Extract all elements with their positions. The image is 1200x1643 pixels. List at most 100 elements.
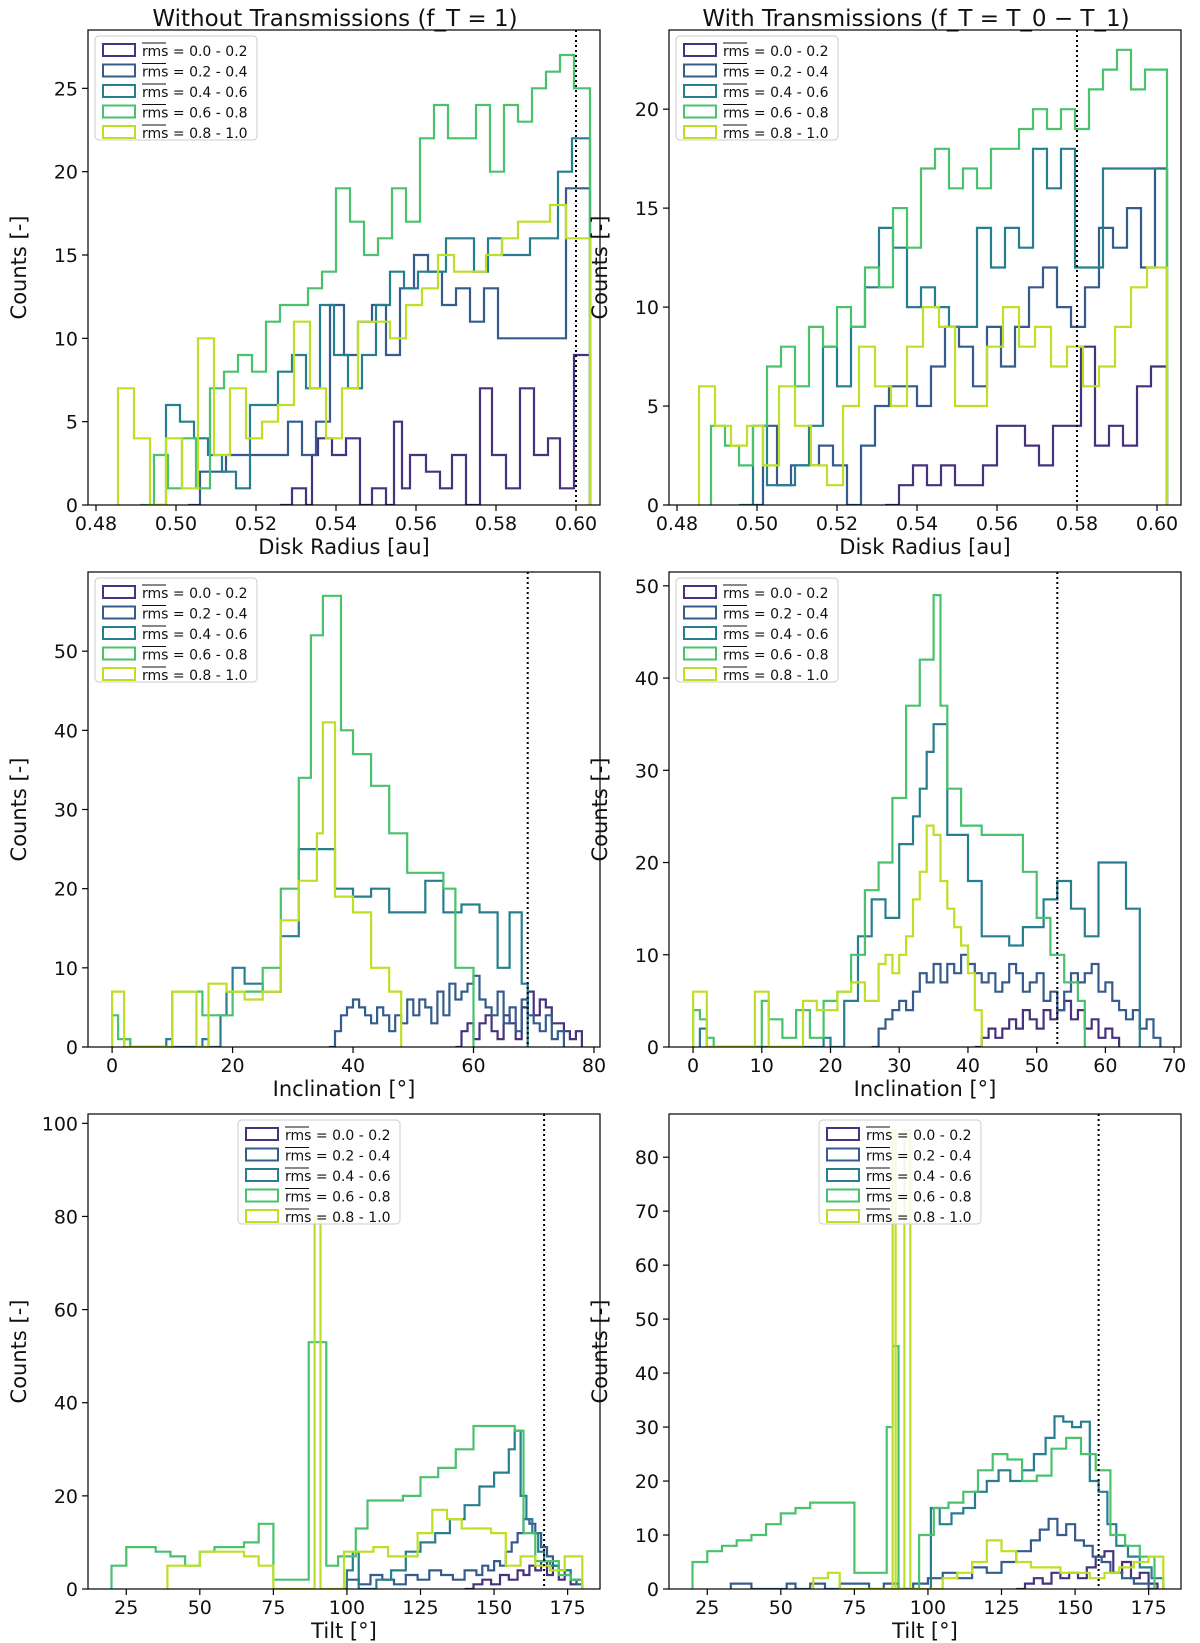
legend-label-1: rms = 0.0 - 0.2	[142, 44, 248, 60]
x-tick-label: 70	[1162, 1055, 1186, 1077]
y-tick-label: 40	[635, 1363, 659, 1385]
chart-panel-1: 0.48 0.50 0.52 0.54 0.56 0.58 0.60 0 5 10 15 20 25 Di…	[7, 29, 601, 559]
x-axis-label: Disk Radius [au]	[258, 535, 429, 559]
legend-swatch-2	[683, 63, 717, 78]
x-tick-label: 0.58	[1056, 513, 1098, 535]
legend-swatch-2	[102, 605, 136, 620]
histogram-series-3	[156, 137, 592, 505]
legend-label-1: rms = 0.0 - 0.2	[723, 586, 829, 602]
y-tick-label: 10	[635, 297, 659, 319]
y-tick-label: 10	[635, 1525, 659, 1547]
legend-label-2: rms = 0.2 - 0.4	[285, 1149, 391, 1165]
legend-label-2: rms = 0.2 - 0.4	[723, 65, 829, 81]
x-tick-label: 0	[687, 1055, 699, 1077]
x-tick-label: 0.50	[736, 513, 778, 535]
y-tick-label: 0	[66, 495, 78, 517]
x-tick-label: 30	[887, 1055, 911, 1077]
y-tick-label: 60	[635, 1255, 659, 1277]
legend-label-3: rms = 0.4 - 0.6	[285, 1169, 391, 1185]
legend-label-3: rms = 0.4 - 0.6	[866, 1169, 972, 1185]
legend-label-3: rms = 0.4 - 0.6	[723, 85, 829, 101]
x-tick-label: 20	[220, 1055, 244, 1077]
x-axis-label: Disk Radius [au]	[839, 535, 1010, 559]
y-axis-label: Counts [-]	[588, 1300, 612, 1404]
y-tick-label: 20	[54, 879, 78, 901]
y-tick-label: 5	[66, 412, 78, 434]
x-tick-label: 75	[261, 1597, 285, 1619]
chart-panel-3: 0 20 40 60 80 0 10 20 30 40 50 Inclination [°] Count…	[7, 571, 606, 1101]
legend-swatch-1	[826, 1127, 860, 1141]
legend-label-5: rms = 0.8 - 1.0	[723, 126, 829, 142]
plot-frame	[87, 1113, 601, 1590]
y-axis-label: Counts [-]	[588, 758, 612, 862]
histogram-series-5	[111, 721, 403, 1047]
legend-label-4: rms = 0.6 - 0.8	[723, 648, 829, 664]
histogram-series-5	[692, 824, 983, 1047]
x-tick-label: 50	[769, 1597, 793, 1619]
x-tick-label: 100	[329, 1597, 365, 1619]
x-tick-label: 0.60	[555, 513, 597, 535]
x-axis-label: Inclination [°]	[854, 1077, 997, 1101]
y-tick-label: 40	[54, 1393, 78, 1415]
histogram-series-1	[974, 999, 1121, 1047]
column-title-right: With Transmissions (f_T = T_0 − T_1)	[702, 6, 1129, 32]
x-tick-label: 40	[341, 1055, 365, 1077]
y-tick-label: 10	[635, 945, 659, 967]
x-tick-label: 125	[983, 1597, 1019, 1619]
legend-swatch-3	[102, 626, 136, 640]
legend-swatch-1	[683, 43, 717, 57]
y-tick-label: 0	[647, 495, 659, 517]
y-tick-label: 50	[635, 576, 659, 598]
histogram-series-3	[698, 723, 1141, 1047]
y-axis-label: Counts [-]	[7, 758, 31, 862]
x-tick-label: 80	[582, 1055, 606, 1077]
x-tick-label: 0.54	[315, 513, 357, 535]
series-group	[116, 53, 592, 505]
legend: rms = 0.0 - 0.2 rms = 0.2 - 0.4 rms = 0.4 …	[237, 1119, 401, 1226]
legend-label-2: rms = 0.2 - 0.4	[142, 607, 248, 623]
histogram-series-2	[871, 953, 1162, 1047]
y-tick-label: 80	[54, 1206, 78, 1228]
legend-swatch-5	[245, 1209, 279, 1223]
legend-swatch-5	[683, 667, 717, 681]
y-tick-label: 20	[635, 853, 659, 875]
legend-swatch-5	[683, 125, 717, 139]
legend-swatch-1	[683, 585, 717, 599]
x-tick-label: 0.50	[155, 513, 197, 535]
histogram-series-1	[1016, 1550, 1159, 1589]
histogram-series-5	[697, 266, 1169, 505]
y-tick-label: 5	[647, 396, 659, 418]
histogram-series-1	[455, 990, 583, 1047]
y-tick-label: 10	[54, 958, 78, 980]
panels: 0.48 0.50 0.52 0.54 0.56 0.58 0.60 0 5 10 15 20 25 Di…	[7, 29, 1186, 1643]
x-tick-label: 60	[461, 1055, 485, 1077]
series-group	[111, 594, 583, 1047]
y-tick-label: 0	[647, 1579, 659, 1601]
plot-frame	[668, 29, 1182, 506]
legend-swatch-5	[102, 667, 136, 681]
legend-swatch-2	[826, 1147, 860, 1162]
legend-label-5: rms = 0.8 - 1.0	[866, 1210, 972, 1226]
y-tick-label: 15	[54, 245, 78, 267]
y-tick-label: 20	[54, 162, 78, 184]
x-tick-label: 50	[1025, 1055, 1049, 1077]
legend: rms = 0.0 - 0.2 rms = 0.2 - 0.4 rms = 0.4 …	[94, 35, 258, 142]
column-title-left: Without Transmissions (f_T = 1)	[152, 6, 517, 32]
y-tick-label: 30	[635, 1417, 659, 1439]
x-tick-label: 20	[818, 1055, 842, 1077]
y-tick-label: 40	[54, 720, 78, 742]
y-tick-label: 0	[647, 1037, 659, 1059]
legend: rms = 0.0 - 0.2 rms = 0.2 - 0.4 rms = 0.4 …	[675, 35, 839, 142]
x-tick-label: 0.54	[896, 513, 938, 535]
x-tick-label: 125	[402, 1597, 438, 1619]
histogram-series-5	[116, 203, 592, 505]
x-tick-label: 60	[1093, 1055, 1117, 1077]
legend-swatch-3	[826, 1168, 860, 1182]
histogram-series-4	[692, 594, 1086, 1047]
x-tick-label: 175	[549, 1597, 585, 1619]
series-group	[692, 594, 1162, 1047]
x-tick-label: 150	[476, 1597, 512, 1619]
legend-swatch-4	[245, 1188, 279, 1203]
x-tick-label: 0.52	[235, 513, 277, 535]
